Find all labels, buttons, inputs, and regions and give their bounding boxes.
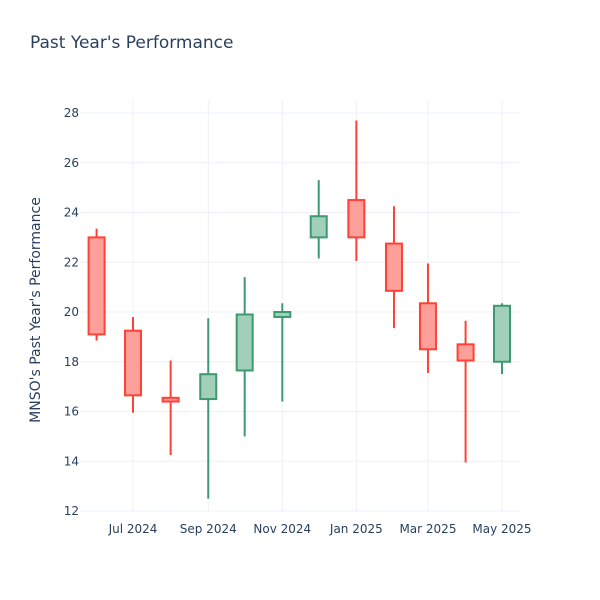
candle-body [273,311,292,318]
x-tick-label: May 2025 [472,522,531,536]
candle [124,316,142,413]
x-tick-label: Nov 2024 [253,522,311,536]
candle [161,360,180,456]
candle-body [87,236,106,336]
x-tick-label: Jan 2025 [329,522,383,536]
candle [199,318,218,499]
x-tick-label: Jul 2024 [108,522,158,536]
candle-body [161,396,180,403]
y-tick-label: 28 [64,106,79,120]
chart-title: Past Year's Performance [30,33,234,53]
candle-body [418,302,437,351]
candle-body [124,329,142,397]
y-tick-label: 22 [64,255,79,269]
y-tick-label: 26 [64,156,79,170]
candle-body [235,313,254,372]
candle-body [309,215,328,239]
candle [493,303,511,375]
y-tick-label: 24 [64,206,79,220]
x-axis-ticks: Jul 2024 Sep 2024 Nov 2024 Jan 2025 Mar 2025… [108,522,532,536]
y-tick-label: 12 [64,504,79,518]
y-tick-label: 18 [64,355,79,369]
y-tick-label: 16 [64,405,79,419]
y-tick-label: 14 [64,454,79,468]
candle-body [199,373,218,401]
candle-body [347,199,366,239]
candle [309,180,328,259]
y-tick-label: 20 [64,305,79,319]
candle-body [456,343,475,362]
candle [235,277,254,437]
candle-body [493,304,511,363]
x-tick-label: Sep 2024 [180,522,237,536]
candle [273,303,292,402]
candle [456,320,475,463]
candle [87,228,106,341]
candle [347,120,366,262]
candle [384,206,403,329]
candle-body [384,242,403,292]
candles [87,120,511,499]
candle [418,263,437,373]
y-axis-title: MNSO's Past Year's Performance [28,197,44,423]
grid-lines [80,100,520,512]
x-tick-label: Mar 2025 [399,522,456,536]
y-axis-ticks: 12 14 16 18 20 22 24 26 28 [64,106,79,518]
